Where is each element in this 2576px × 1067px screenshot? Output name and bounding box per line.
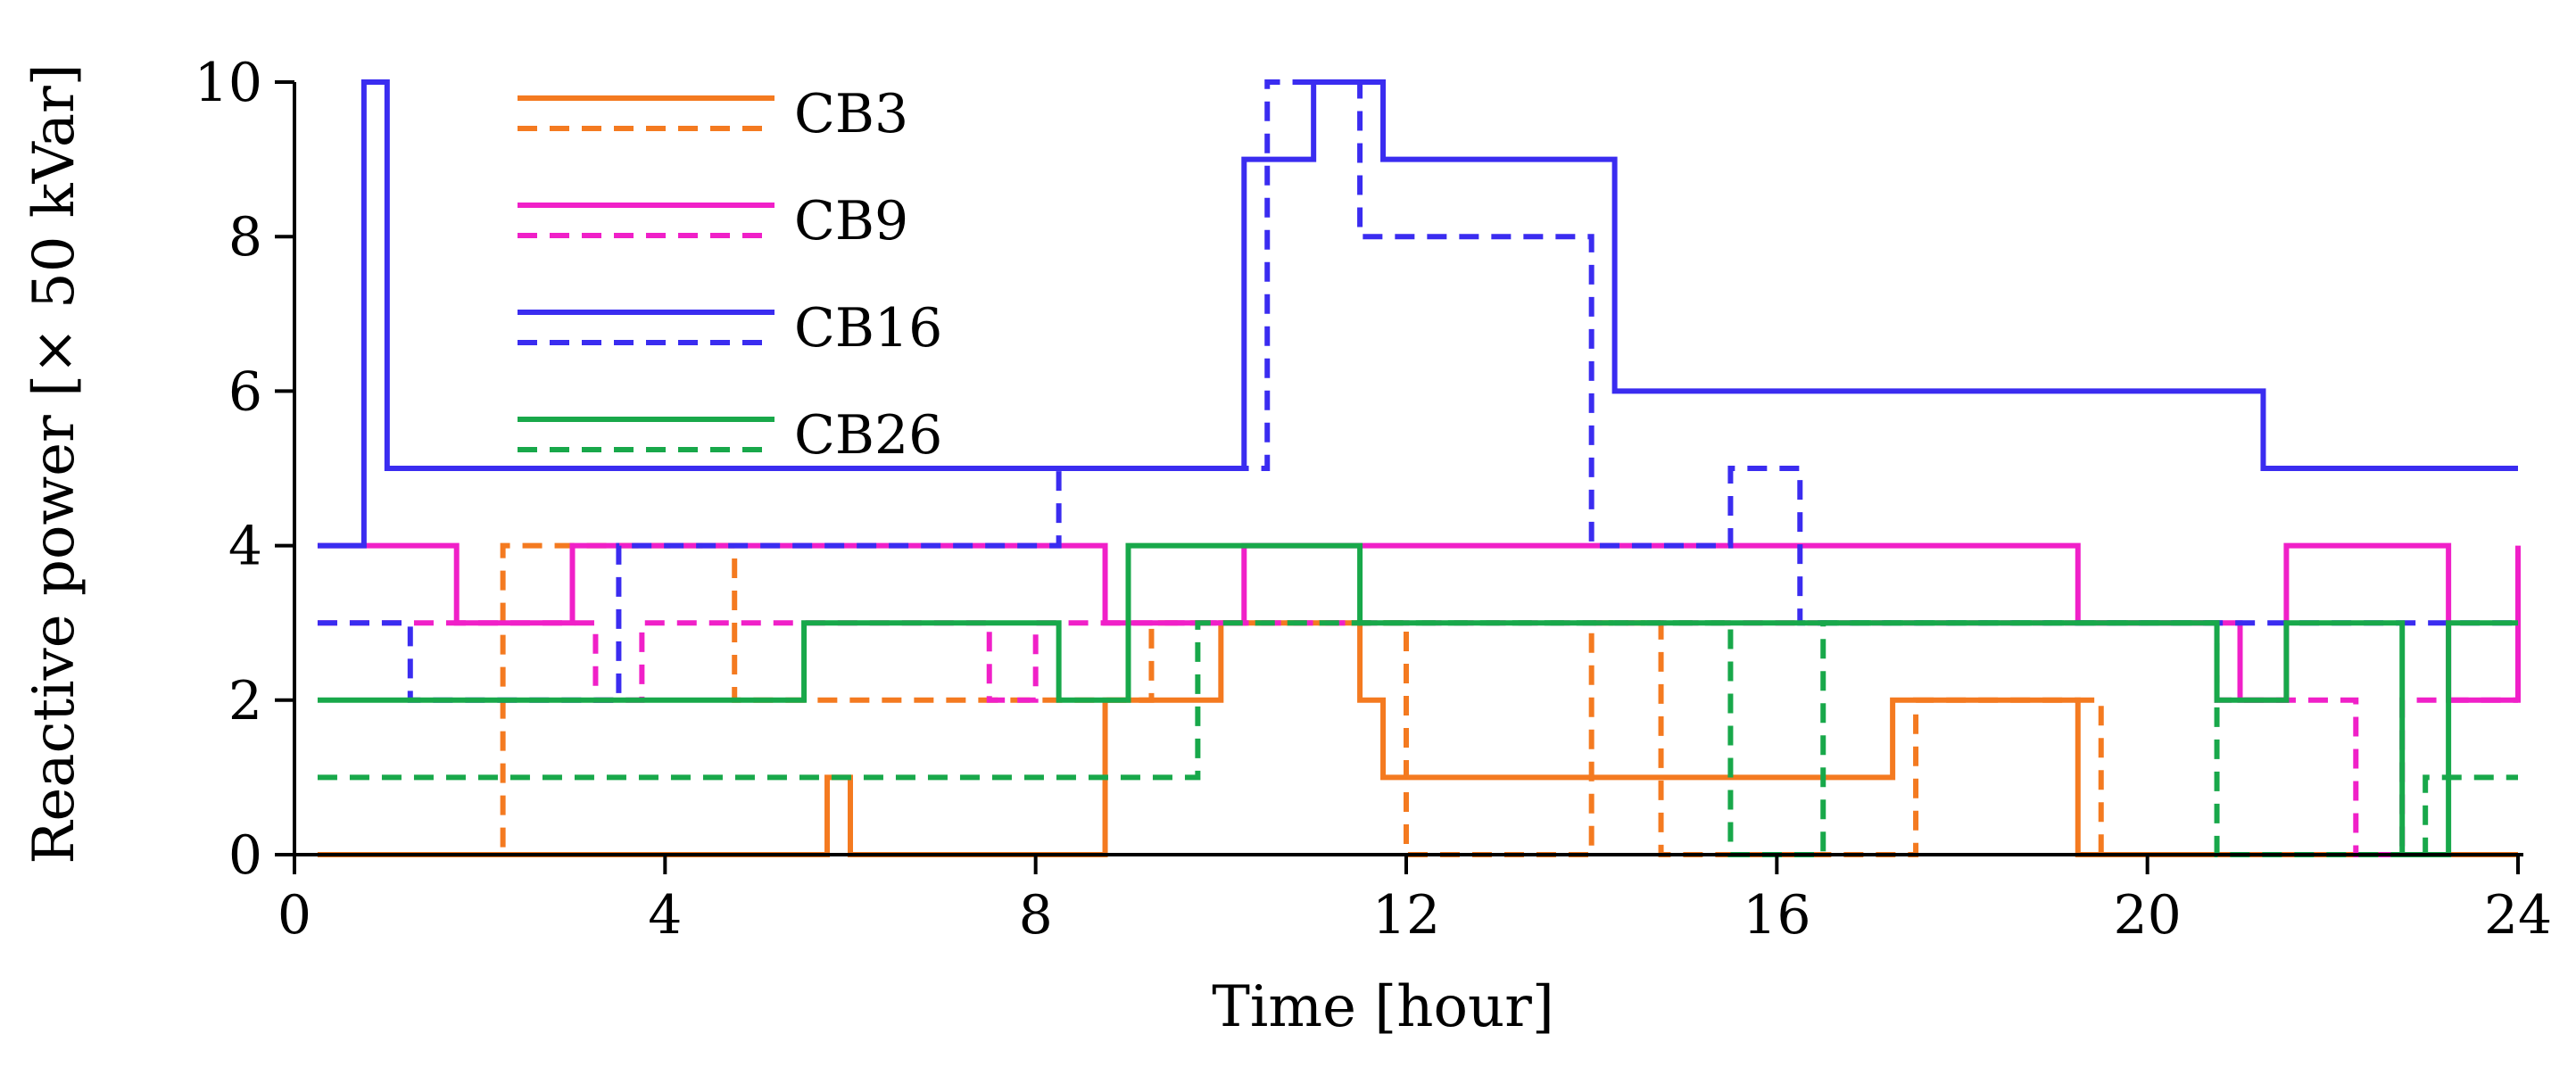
x-tick-label: 20 (2113, 884, 2181, 947)
x-tick-label: 12 (1372, 884, 1440, 947)
legend-label-cb9: CB9 (794, 190, 908, 252)
y-tick-label: 0 (228, 824, 262, 887)
legend: CB3 CB9 CB16 CB26 (518, 83, 942, 467)
legend-label-cb3: CB3 (794, 83, 908, 145)
x-tick-label: 24 (2484, 884, 2552, 947)
series-line-cb16-solid (317, 79, 2518, 549)
series-line-cb9-solid (317, 542, 2521, 703)
legend-label-cb26: CB26 (794, 404, 942, 467)
legend-label-cb16: CB16 (794, 297, 942, 360)
y-tick-label: 6 (228, 360, 262, 423)
x-axis-label: Time [hour] (1212, 974, 1554, 1040)
y-tick-label: 2 (228, 670, 262, 732)
y-tick-label: 4 (228, 516, 262, 578)
x-tick-label: 0 (277, 884, 311, 947)
x-tick-label: 4 (648, 884, 682, 947)
x-tick-label: 16 (1743, 884, 1810, 947)
series-line-cb3-solid (317, 620, 2518, 857)
x-tick-label: 8 (1019, 884, 1053, 947)
series-line-cb26-solid (317, 542, 2518, 857)
series-line-cb26-dashed (317, 620, 2518, 857)
y-axis-label: Reactive power [× 50 kVar] (21, 63, 87, 864)
y-tick-label: 10 (195, 52, 262, 114)
series-line-cb9-dashed (317, 620, 2518, 857)
y-tick-label: 8 (228, 206, 262, 269)
series-layer (317, 79, 2521, 857)
